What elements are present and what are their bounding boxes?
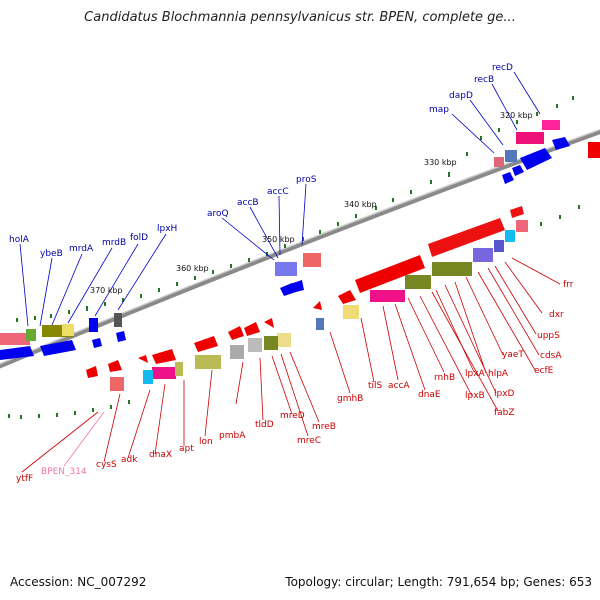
gene-label[interactable]: mreB [312,422,336,432]
gene-label[interactable]: tilS [368,381,383,391]
gene-label[interactable]: recD [492,63,513,73]
gene-label[interactable]: lpxA [465,369,486,379]
gene-label[interactable]: ytfF [16,474,33,484]
scale-label: 340 kbp [344,200,377,209]
scale-label: 350 kbp [262,235,295,244]
gene-label[interactable]: gmhB [337,394,363,404]
gene-label[interactable]: folD [130,233,148,243]
gene-label[interactable]: accC [267,187,289,197]
pseudo-leader-line [63,411,105,467]
gene-label[interactable]: recB [474,75,494,85]
gene-label[interactable]: accA [388,381,410,391]
gene-label[interactable]: fabZ [494,408,515,418]
inner-leader-lines [21,257,561,473]
inner-strand-features [86,206,528,391]
topology-text: Topology: circular; Length: 791,654 bp; … [285,575,592,589]
gene-label[interactable]: cysS [96,460,117,470]
outer-leader-lines [19,71,541,327]
gene-label[interactable]: dxr [549,310,564,320]
gene-label[interactable]: rnhB [434,373,455,383]
accession-text: Accession: NC_007292 [10,575,147,589]
gene-label[interactable]: pmbA [219,431,246,441]
gene-label[interactable]: aroQ [207,209,229,219]
page-title: Candidatus Blochmannia pennsylvanicus st… [84,10,516,25]
gene-label[interactable]: adk [121,455,138,465]
gene-label[interactable]: map [429,105,449,115]
gene-label[interactable]: mreC [297,436,321,446]
gene-label[interactable]: mreD [280,411,305,421]
gene-label[interactable]: cdsA [540,351,562,361]
gene-label[interactable]: yaeT [502,350,524,360]
gene-label[interactable]: hlpA [488,369,509,379]
scale-label: 330 kbp [424,158,457,167]
gene-label[interactable]: proS [296,175,317,185]
gene-label[interactable]: BPEN_314 [41,467,87,477]
scale-label: 360 kbp [176,264,209,273]
gene-label[interactable]: frr [563,280,574,290]
gene-label[interactable]: lon [199,437,213,447]
gene-label[interactable]: ybeB [40,249,63,259]
scale-label: 370 kbp [90,286,123,295]
gene-label[interactable]: dnaX [149,450,172,460]
gene-label[interactable]: lpxD [494,389,515,399]
gene-label[interactable]: accB [237,198,259,208]
gene-label[interactable]: ecfE [534,366,554,376]
gene-label[interactable]: lpxB [465,391,485,401]
gene-label[interactable]: mrdA [69,244,94,254]
gene-label[interactable]: apt [179,444,194,454]
gene-label[interactable]: lpxH [157,224,177,234]
gene-label[interactable]: tldD [255,420,274,430]
gene-label[interactable]: dapD [449,91,473,101]
gene-label[interactable]: uppS [537,331,560,341]
gene-label[interactable]: dnaE [418,390,441,400]
gene-label[interactable]: holA [9,235,30,245]
gene-label[interactable]: mrdB [102,238,126,248]
scale-label: 320 kbp [500,111,533,120]
outer-strand-features [0,120,600,360]
